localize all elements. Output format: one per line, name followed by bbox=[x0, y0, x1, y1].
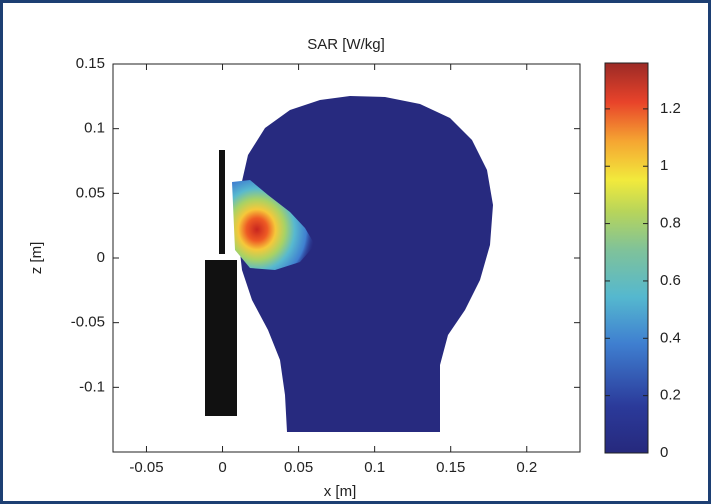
y-axis-label: z [m] bbox=[28, 242, 45, 275]
y-tick-label: -0.05 bbox=[71, 314, 105, 331]
sar-hotspot bbox=[232, 180, 315, 270]
colorbar-tick-label: 0 bbox=[660, 444, 668, 461]
colorbar-tick-label: 1 bbox=[660, 157, 668, 174]
colorbar bbox=[604, 62, 649, 454]
x-tick-label: 0.1 bbox=[364, 459, 385, 476]
colorbar-tick-label: 1.2 bbox=[660, 100, 681, 117]
colorbar-tick-label: 0.4 bbox=[660, 329, 681, 346]
colorbar-tick-label: 0.6 bbox=[660, 272, 681, 289]
phone-body bbox=[205, 260, 237, 416]
y-tick-label: -0.1 bbox=[79, 378, 105, 395]
x-tick-label: 0 bbox=[218, 459, 226, 476]
phone-antenna bbox=[219, 150, 225, 254]
x-tick-label: -0.05 bbox=[129, 459, 163, 476]
colorbar-tick-label: 0.8 bbox=[660, 215, 681, 232]
y-tick-label: 0.1 bbox=[84, 120, 105, 137]
x-tick-label: 0.05 bbox=[284, 459, 313, 476]
y-tick-label: 0.05 bbox=[76, 184, 105, 201]
colorbar-tick-label: 0.2 bbox=[660, 387, 681, 404]
y-tick-label: 0.15 bbox=[76, 55, 105, 72]
x-tick-label: 0.2 bbox=[516, 459, 537, 476]
x-axis-label: x [m] bbox=[324, 483, 357, 500]
x-tick-label: 0.15 bbox=[436, 459, 465, 476]
head-model bbox=[238, 96, 493, 432]
chart-title: SAR [W/kg] bbox=[307, 36, 385, 53]
y-tick-label: 0 bbox=[97, 249, 105, 266]
